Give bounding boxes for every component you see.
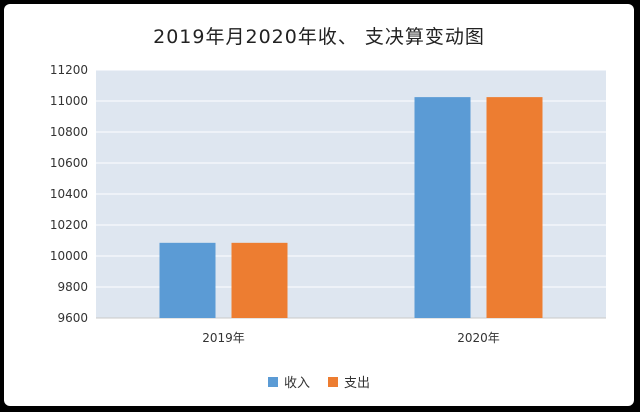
legend-swatch-income bbox=[267, 376, 278, 387]
x-category-label: 2020年 bbox=[457, 331, 500, 345]
bar-income bbox=[414, 97, 471, 318]
y-tick-label: 10400 bbox=[50, 187, 88, 201]
bar-chart: 9600 9800 10000 10200 10400 10600 10800 11000 11… bbox=[50, 63, 606, 345]
y-tick-label: 10800 bbox=[50, 125, 88, 139]
bar-expense bbox=[231, 242, 288, 318]
legend-label-income: 收入 bbox=[283, 376, 310, 391]
x-category-label: 2019年 bbox=[202, 331, 245, 345]
y-tick-label: 10000 bbox=[50, 249, 88, 263]
bar-expense bbox=[486, 97, 543, 318]
y-tick-label: 11200 bbox=[50, 63, 88, 77]
y-tick-label: 10600 bbox=[50, 156, 88, 170]
legend: 收入 支出 bbox=[4, 372, 634, 391]
bar-income bbox=[159, 242, 216, 318]
y-tick-label: 10200 bbox=[50, 218, 88, 232]
y-tick-label: 9800 bbox=[57, 280, 88, 294]
y-tick-label: 11000 bbox=[50, 94, 88, 108]
chart-title: 2019年月2020年收、 支决算变动图 bbox=[153, 26, 485, 48]
legend-label-expense: 支出 bbox=[344, 376, 371, 391]
y-tick-label: 9600 bbox=[57, 311, 88, 325]
legend-item-expense: 支出 bbox=[328, 372, 370, 391]
chart-frame: 2019年月2020年收、 支决算变动图 9600 9800 10000 10200 1… bbox=[4, 4, 634, 406]
legend-item-income: 收入 bbox=[267, 372, 310, 391]
legend-swatch-expense bbox=[328, 376, 338, 387]
